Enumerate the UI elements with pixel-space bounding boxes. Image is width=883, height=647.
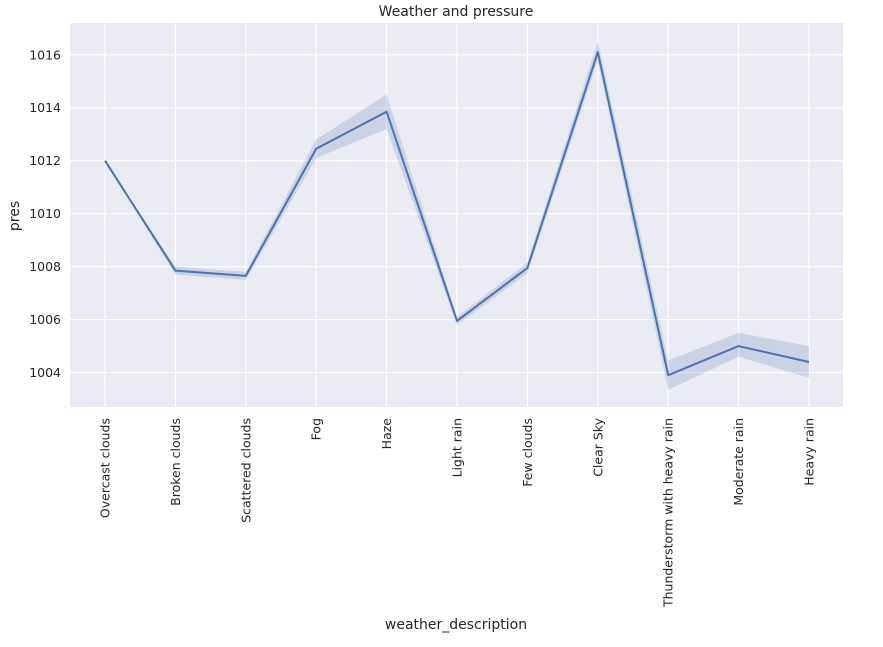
- x-tick-label: Fog: [309, 418, 324, 440]
- grid-lines: [70, 23, 843, 407]
- y-tick-label: 1012: [29, 153, 61, 168]
- x-axis-label: weather_description: [385, 617, 527, 633]
- x-tick-label: Thunderstorm with heavy rain: [661, 418, 676, 608]
- x-tick-label: Broken clouds: [168, 418, 183, 506]
- x-tick-label: Overcast clouds: [98, 418, 113, 518]
- chart-title: Weather and pressure: [379, 4, 534, 20]
- y-tick-label: 1004: [29, 365, 61, 380]
- x-tick-label: Moderate rain: [731, 418, 746, 506]
- y-tick-label: 1006: [29, 312, 61, 327]
- x-tick-label: Few clouds: [520, 418, 535, 487]
- x-tick-label: Light rain: [450, 418, 465, 477]
- y-tick-labels: 1004 1006 1008 1010 1012 1014 1016: [29, 47, 61, 380]
- x-tick-label: Scattered clouds: [238, 418, 253, 523]
- series-line: [104, 51, 810, 377]
- y-tick-label: 1016: [29, 47, 61, 62]
- x-tick-label: Haze: [379, 418, 394, 450]
- y-tick-label: 1010: [29, 206, 61, 221]
- y-tick-label: 1014: [29, 100, 61, 115]
- x-tick-label: Heavy rain: [802, 418, 817, 486]
- y-axis-label: pres: [7, 201, 23, 231]
- y-tick-label: 1008: [29, 259, 61, 274]
- x-tick-label: Clear Sky: [590, 417, 605, 476]
- series-polyline: [104, 51, 810, 377]
- x-tick-labels: Overcast clouds Broken clouds Scattered cl…: [98, 417, 817, 608]
